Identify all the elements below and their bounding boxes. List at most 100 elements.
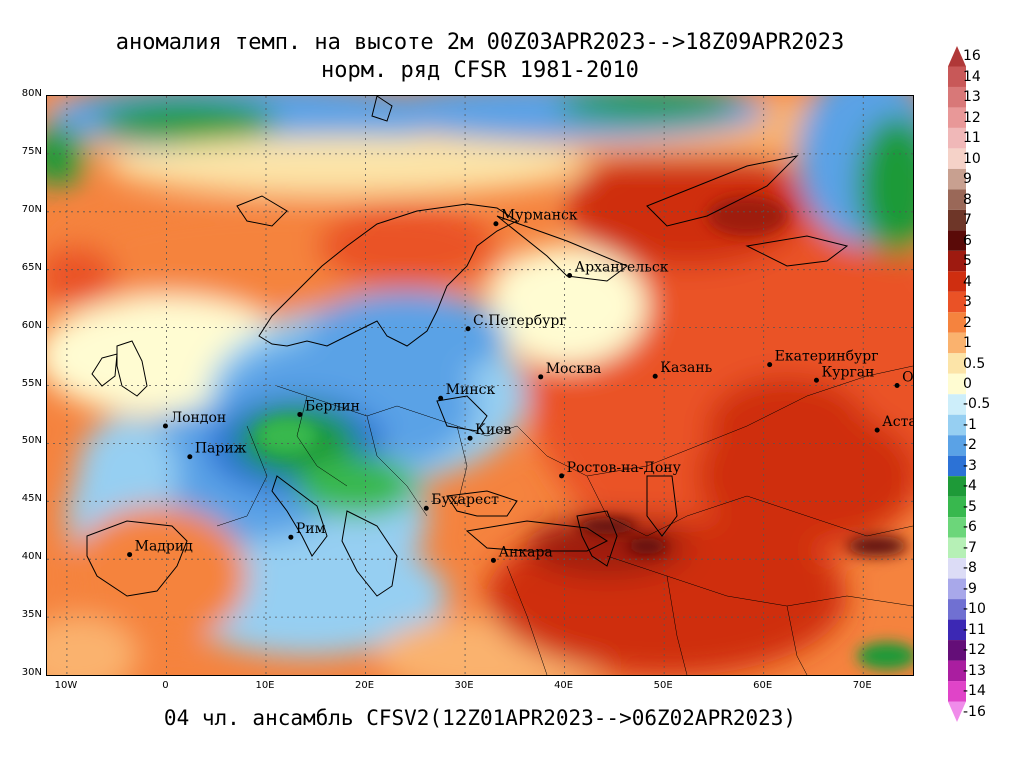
longitude-label: 70E: [852, 680, 872, 691]
latitude-label: 65N: [21, 261, 42, 273]
map-title-line-2: норм. ряд CFSR 1981-2010: [321, 58, 639, 83]
colorbar-label: -4: [963, 478, 977, 495]
city-markers: Мурманск Архангельск С.Петербург Москва Каза…: [127, 208, 913, 563]
colorbar-label: 10: [963, 150, 981, 167]
colorbar-label: -8: [963, 560, 977, 577]
map-title-line-1: аномалия темп. на высоте 2м 00Z03APR2023…: [115, 30, 845, 55]
city-label: Рим: [296, 521, 326, 537]
latitude-label: 70N: [21, 203, 42, 215]
city-label: Мурманск: [501, 208, 578, 224]
longitude-label: 20E: [354, 680, 375, 691]
colorbar-swatch: [948, 537, 966, 559]
city-label: Курган: [821, 364, 874, 380]
ensemble-footer: 04 чл. ансамбль CFSV2(12Z01APR2023-->06Z…: [163, 706, 797, 730]
colorbar-label: 16: [963, 48, 981, 65]
colorbar-label: 5: [963, 253, 972, 270]
longitude-label: 10W: [54, 680, 78, 691]
colorbar-label: 11: [963, 130, 981, 147]
colorbar-swatch: [948, 230, 966, 251]
colorbar-label: 0.5: [963, 355, 986, 372]
city-label: Лондон: [170, 410, 226, 426]
colorbar-swatch: [948, 86, 966, 108]
city-label: Анкара: [498, 544, 552, 560]
colorbar-swatch: [948, 701, 966, 722]
city-label: Берлин: [305, 398, 360, 414]
longitude-label: 60E: [753, 680, 773, 691]
colorbar-label: -2: [963, 437, 977, 454]
colorbar-swatch: [948, 455, 966, 477]
colorbar-label: -16: [963, 703, 986, 720]
colorbar-swatch: [948, 640, 966, 661]
colorbar-swatch: [948, 353, 966, 374]
colorbar-label: -6: [963, 519, 977, 536]
latitude-label: 40N: [21, 551, 42, 563]
city-dot: [288, 534, 294, 540]
colorbar-label: -9: [963, 580, 977, 597]
city-label: С.Петербург: [473, 313, 567, 329]
city-dot: [538, 374, 544, 380]
colorbar-label: -7: [963, 539, 977, 556]
colorbar-swatch: [948, 517, 966, 538]
colorbar-label: 7: [963, 212, 972, 229]
colorbar-swatch: [948, 168, 966, 190]
colorbar-swatch: [948, 209, 966, 231]
latitude-label: 35N: [21, 609, 42, 621]
city-label: Архангельск: [575, 259, 669, 275]
colorbar-swatches: [948, 46, 966, 722]
city-label: Париж: [195, 441, 247, 457]
latitude-label: 30N: [21, 667, 42, 678]
longitude-label: 30E: [454, 680, 474, 691]
city-label: Мадрид: [135, 539, 194, 555]
city-dot: [465, 326, 471, 332]
colorbar-label: -3: [963, 457, 977, 474]
city-label: Киев: [475, 422, 511, 438]
colorbar-swatch: [948, 107, 966, 128]
coastlines: [86, 96, 849, 597]
colorbar-swatch: [948, 394, 966, 415]
colorbar-label: 9: [963, 171, 972, 188]
city-dot: [490, 557, 496, 563]
colorbar-label: -14: [963, 683, 986, 700]
colorbar-label: 14: [963, 68, 981, 85]
colorbar-label: -1: [963, 416, 977, 433]
colorbar-swatch: [948, 66, 966, 87]
longitude-label: 40E: [554, 680, 574, 691]
colorbar-swatch: [948, 599, 966, 620]
colorbar-swatch: [948, 619, 966, 641]
city-dot: [467, 435, 473, 441]
colorbar-label: -10: [963, 601, 986, 618]
city-dot: [767, 362, 773, 368]
latitude-label: 60N: [21, 319, 42, 331]
colorbar-label: 3: [963, 294, 972, 311]
colorbar-swatch: [948, 312, 966, 333]
city-dot: [162, 423, 168, 429]
city-label: Екатеринбург: [775, 349, 879, 365]
city-dot: [297, 411, 303, 417]
colorbar-label: -5: [963, 498, 977, 515]
city-dot: [567, 272, 573, 278]
city-dot: [423, 505, 429, 511]
city-dot: [438, 395, 444, 401]
colorbar-swatch: [948, 578, 966, 600]
colorbar-label: -0.5: [963, 396, 991, 413]
colorbar-label: 0: [963, 376, 972, 392]
colorbar-label: -13: [963, 662, 986, 679]
colorbar-label: 8: [963, 191, 972, 208]
lat-lon-grid: [47, 96, 913, 675]
latitude-label: 45N: [21, 493, 42, 505]
colorbar-swatch: [948, 127, 966, 149]
colorbar-swatch: [948, 476, 966, 497]
city-dot: [127, 552, 133, 558]
city-dot: [874, 427, 880, 433]
city-label: Казань: [660, 360, 712, 376]
city-label: Ростов-на-Дону: [567, 460, 682, 476]
colorbar-swatch: [948, 332, 966, 354]
city-label: Минск: [446, 382, 496, 398]
colorbar-swatch: [948, 496, 966, 518]
colorbar-swatch: [948, 291, 966, 313]
city-label: Астана: [882, 414, 913, 430]
borders: [216, 365, 913, 675]
colorbar-label: 2: [963, 314, 972, 331]
city-label: Москва: [546, 361, 602, 377]
colorbar-swatch: [948, 373, 966, 395]
